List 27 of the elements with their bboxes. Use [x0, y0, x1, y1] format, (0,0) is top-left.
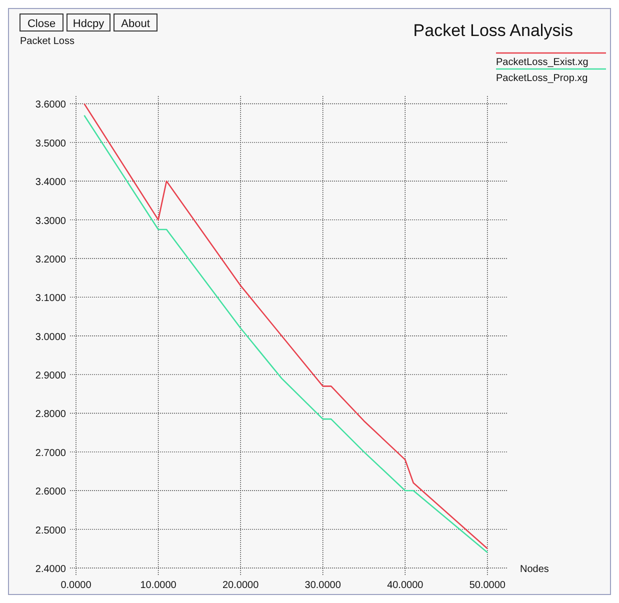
y-tick-label: 2.5000: [35, 525, 66, 536]
y-tick-label: 3.6000: [35, 100, 66, 111]
y-tick-label: 2.7000: [35, 448, 66, 459]
y-axis-title: Packet Loss: [20, 36, 74, 47]
x-axis-title: Nodes: [520, 564, 549, 575]
x-tick-label: 50.0000: [469, 580, 506, 591]
button: About: [114, 14, 158, 32]
y-tick-label: 3.5000: [35, 138, 66, 150]
text: PacketLoss_Prop.xg: [496, 73, 588, 84]
x-tick-label: 20.0000: [222, 580, 260, 591]
y-tick-label: 3.2000: [35, 254, 66, 266]
chart-title: Packet Loss Analysis: [413, 21, 573, 40]
y-tick-label: 3.4000: [35, 177, 66, 188]
button: Close: [20, 14, 64, 32]
x-tick-label: 0.0000: [60, 580, 92, 591]
y-tick-label: 3.0000: [35, 332, 66, 343]
text: PacketLoss_Exist.xg: [496, 57, 588, 68]
x-tick-label: 40.0000: [387, 580, 424, 591]
x-tick-label: 30.0000: [304, 580, 342, 591]
y-tick-label: 3.3000: [35, 216, 66, 227]
y-tick-label: 2.9000: [35, 370, 66, 382]
y-tick-label: 2.8000: [35, 409, 66, 420]
y-tick-label: 3.1000: [35, 293, 66, 304]
button: Hdcpy: [66, 14, 110, 32]
y-tick-label: 2.6000: [35, 486, 66, 498]
x-tick-label: 10.0000: [140, 580, 177, 591]
y-tick-label: 2.4000: [35, 564, 66, 575]
